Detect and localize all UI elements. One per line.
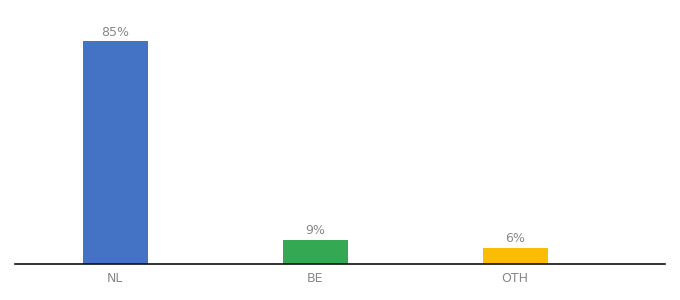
- Text: 6%: 6%: [505, 232, 525, 245]
- Bar: [483, 248, 547, 264]
- Text: 9%: 9%: [305, 224, 325, 238]
- Bar: [82, 41, 148, 264]
- Bar: [282, 240, 347, 264]
- Text: 85%: 85%: [101, 26, 129, 39]
